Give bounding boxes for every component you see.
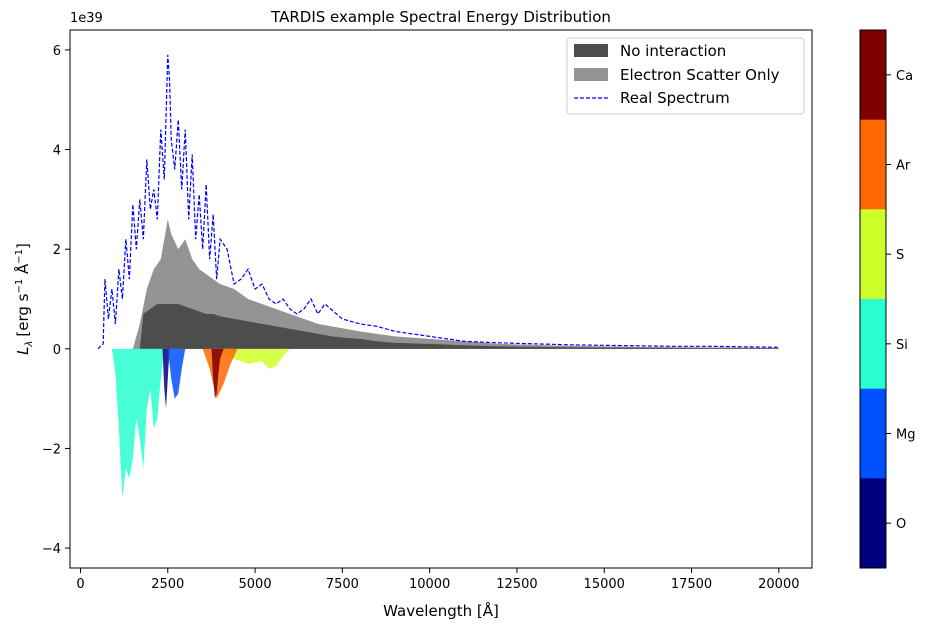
- series-area-o: [162, 348, 170, 409]
- legend-label-no-interaction: No interaction: [620, 42, 726, 60]
- colorbar-segment-ca: [860, 30, 886, 121]
- series-area-ar: [202, 348, 238, 399]
- x-tick-label: 12500: [496, 577, 537, 592]
- colorbar-label-ca: Ca: [896, 69, 913, 84]
- colorbar-label-ar: Ar: [896, 159, 911, 174]
- legend-swatch-electron-scatter: [574, 68, 608, 81]
- y-label-exp1: −1: [14, 279, 25, 294]
- y-label-unit: [erg s: [14, 293, 32, 336]
- legend-swatch-no-interaction: [574, 44, 608, 57]
- colorbar-label-o: O: [896, 517, 906, 532]
- y-tick-label: −2: [42, 442, 61, 457]
- y-tick-label: −4: [42, 542, 61, 557]
- x-axis-label: Wavelength [Å]: [383, 601, 499, 620]
- legend: No interaction Electron Scatter Only Rea…: [566, 37, 805, 115]
- y-axis: −4 −2 0 2 4 6: [42, 44, 70, 557]
- series-area-s: [220, 348, 290, 369]
- y-tick-label: 6: [53, 44, 61, 59]
- series-area-ca: [211, 348, 224, 399]
- colorbar-segment-si: [860, 299, 886, 390]
- legend-label-electron-scatter: Electron Scatter Only: [620, 66, 780, 84]
- x-tick-label: 7500: [326, 577, 359, 592]
- legend-label-real-spectrum: Real Spectrum: [620, 89, 730, 107]
- legend-box: [566, 37, 805, 115]
- colorbar-segment-ar: [860, 119, 886, 210]
- x-tick-label: 15000: [584, 577, 625, 592]
- colorbar-label-s: S: [896, 248, 904, 263]
- colorbar-segment-o: [860, 478, 886, 569]
- colorbar-segment-mg: [860, 388, 886, 479]
- y-label-mid: Å: [13, 263, 32, 279]
- colorbar-label-mg: Mg: [896, 428, 915, 443]
- y-axis-label: Lλ[erg s−1 Å−1]: [13, 243, 35, 355]
- plot-area: [97, 54, 779, 499]
- y-tick-label: 4: [53, 144, 61, 159]
- x-axis: 0 2500 5000 7500 10000 12500 15000 17500 20000: [76, 568, 800, 592]
- x-tick-label: 2500: [151, 577, 184, 592]
- colorbar: Ca Ar S Si Mg O: [859, 29, 915, 569]
- y-tick-label: 2: [53, 243, 61, 258]
- x-tick-label: 10000: [409, 577, 450, 592]
- chart-title: TARDIS example Spectral Energy Distribut…: [270, 8, 611, 26]
- y-offset-label: 1e39: [70, 11, 103, 26]
- series-area-si: [111, 348, 165, 499]
- y-label-end: ]: [14, 243, 32, 249]
- colorbar-segment-s: [860, 209, 886, 300]
- series-area-electron-scatter-only: [97, 219, 779, 349]
- y-label-main: L: [14, 347, 32, 355]
- x-tick-label: 5000: [239, 577, 272, 592]
- axes-frame: [69, 29, 813, 569]
- colorbar-frame: [859, 29, 887, 569]
- x-tick-label: 0: [76, 577, 84, 592]
- y-label-sub: λ: [24, 341, 35, 348]
- series-area-no-interaction: [97, 303, 779, 349]
- x-tick-label: 20000: [758, 577, 799, 592]
- series-line-real-spectrum: [97, 54, 779, 350]
- series-area-mg: [167, 348, 186, 399]
- x-tick-label: 17500: [671, 577, 712, 592]
- svg-text:Lλ[erg s−1 Å−1]: Lλ[erg s−1 Å−1]: [13, 243, 35, 355]
- colorbar-label-si: Si: [896, 338, 908, 353]
- y-label-exp2: −1: [14, 249, 25, 264]
- y-tick-label: 0: [53, 343, 61, 358]
